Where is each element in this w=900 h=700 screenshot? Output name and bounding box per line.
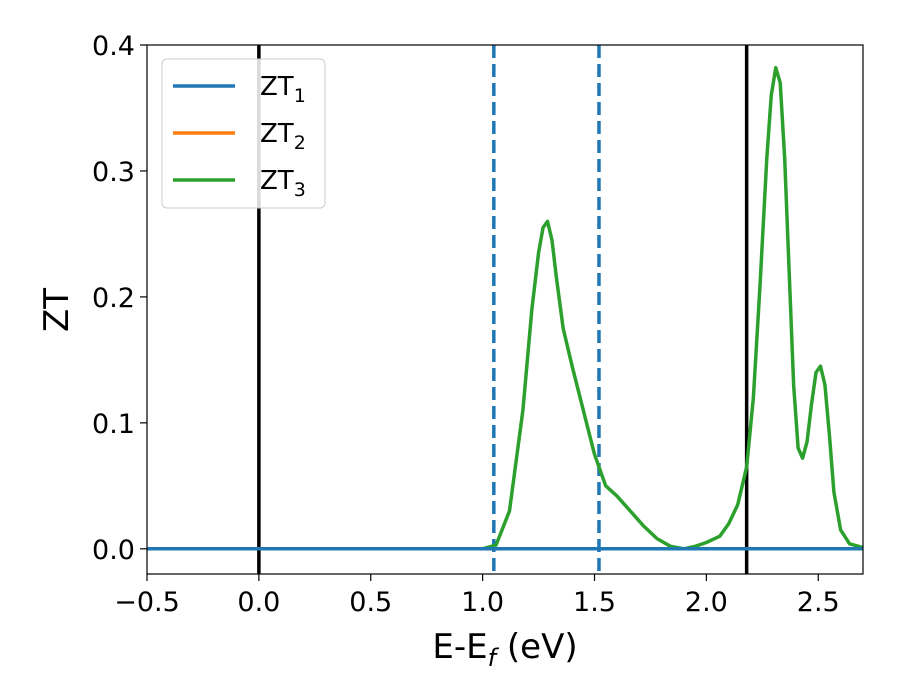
y-tick-label: 0.3 bbox=[92, 157, 135, 188]
x-tick-label: 2.5 bbox=[797, 587, 840, 618]
x-tick-label: 1.0 bbox=[461, 587, 504, 618]
y-axis-label: ZT bbox=[37, 288, 77, 332]
legend-box bbox=[161, 58, 326, 209]
x-tick-label: 0.0 bbox=[237, 587, 280, 618]
legend-label-zt1: ZT1 bbox=[260, 72, 306, 107]
x-tick-label: 0.5 bbox=[349, 587, 392, 618]
x-axis: −0.5 0.0 0.5 1.0 1.5 2.0 2.5 bbox=[114, 574, 840, 618]
x-tick-label: 2.0 bbox=[685, 587, 728, 618]
x-tick-label: 1.5 bbox=[573, 587, 616, 618]
y-tick-label: 0.4 bbox=[92, 31, 135, 62]
y-axis: 0.0 0.1 0.2 0.3 0.4 bbox=[92, 31, 147, 566]
y-tick-label: 0.2 bbox=[92, 283, 135, 314]
series-line-zt3 bbox=[147, 65, 863, 551]
legend-label-zt3: ZT3 bbox=[260, 166, 306, 201]
plot-frame bbox=[146, 44, 864, 575]
y-tick-label: 0.0 bbox=[92, 535, 135, 566]
y-tick-label: 0.1 bbox=[92, 409, 135, 440]
x-axis-label: E-Ef (eV) bbox=[432, 627, 577, 672]
reference-lines bbox=[257, 45, 749, 574]
legend: ZT1 ZT2 ZT3 bbox=[161, 58, 326, 209]
legend-label-zt2: ZT2 bbox=[260, 119, 306, 154]
series-lines bbox=[147, 65, 863, 551]
x-tick-label: −0.5 bbox=[114, 587, 180, 618]
